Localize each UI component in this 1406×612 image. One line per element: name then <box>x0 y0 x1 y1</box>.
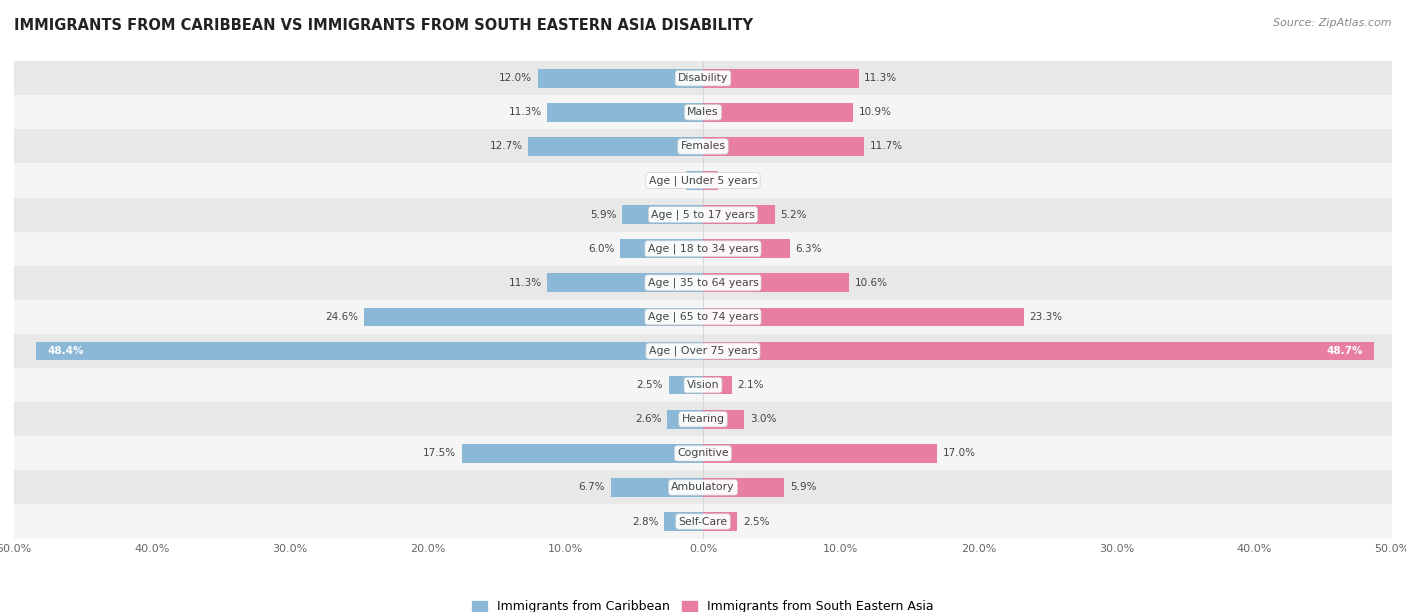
Text: 48.7%: 48.7% <box>1326 346 1362 356</box>
Text: Self-Care: Self-Care <box>679 517 727 526</box>
Text: 1.1%: 1.1% <box>724 176 751 185</box>
Text: 6.7%: 6.7% <box>579 482 605 493</box>
Bar <box>14 368 1392 402</box>
Text: Age | Over 75 years: Age | Over 75 years <box>648 346 758 356</box>
Text: 11.3%: 11.3% <box>865 73 897 83</box>
Bar <box>703 444 938 463</box>
Text: 24.6%: 24.6% <box>325 312 359 322</box>
Bar <box>537 69 703 88</box>
Text: 17.0%: 17.0% <box>943 449 976 458</box>
Bar <box>621 205 703 224</box>
Bar <box>529 137 703 156</box>
Bar <box>14 198 1392 232</box>
Bar <box>703 376 733 395</box>
Text: 2.5%: 2.5% <box>637 380 664 390</box>
Bar <box>665 512 703 531</box>
Bar <box>461 444 703 463</box>
Text: Vision: Vision <box>686 380 720 390</box>
Text: Hearing: Hearing <box>682 414 724 424</box>
Bar <box>610 478 703 497</box>
Text: Males: Males <box>688 107 718 118</box>
Text: 5.2%: 5.2% <box>780 210 807 220</box>
Text: Age | Under 5 years: Age | Under 5 years <box>648 175 758 186</box>
Bar <box>14 61 1392 95</box>
Bar <box>37 341 703 360</box>
Text: 3.0%: 3.0% <box>749 414 776 424</box>
Bar <box>703 341 1374 360</box>
Bar <box>14 334 1392 368</box>
Bar <box>14 163 1392 198</box>
Text: IMMIGRANTS FROM CARIBBEAN VS IMMIGRANTS FROM SOUTH EASTERN ASIA DISABILITY: IMMIGRANTS FROM CARIBBEAN VS IMMIGRANTS … <box>14 18 754 34</box>
Text: Females: Females <box>681 141 725 151</box>
Bar <box>668 410 703 428</box>
Text: Age | 5 to 17 years: Age | 5 to 17 years <box>651 209 755 220</box>
Bar <box>620 239 703 258</box>
Bar <box>703 308 1024 326</box>
Bar <box>14 266 1392 300</box>
Text: 12.0%: 12.0% <box>499 73 531 83</box>
Bar <box>547 103 703 122</box>
Text: Age | 65 to 74 years: Age | 65 to 74 years <box>648 312 758 322</box>
Bar <box>364 308 703 326</box>
Text: Ambulatory: Ambulatory <box>671 482 735 493</box>
Legend: Immigrants from Caribbean, Immigrants from South Eastern Asia: Immigrants from Caribbean, Immigrants fr… <box>467 595 939 612</box>
Bar <box>14 232 1392 266</box>
Bar <box>547 274 703 292</box>
Text: Age | 35 to 64 years: Age | 35 to 64 years <box>648 278 758 288</box>
Text: 5.9%: 5.9% <box>790 482 817 493</box>
Text: Source: ZipAtlas.com: Source: ZipAtlas.com <box>1274 18 1392 28</box>
Text: 12.7%: 12.7% <box>489 141 523 151</box>
Text: Age | 18 to 34 years: Age | 18 to 34 years <box>648 244 758 254</box>
Text: 10.9%: 10.9% <box>859 107 891 118</box>
Text: 5.9%: 5.9% <box>589 210 616 220</box>
Bar <box>14 471 1392 504</box>
Text: 2.8%: 2.8% <box>633 517 659 526</box>
Text: 10.6%: 10.6% <box>855 278 887 288</box>
Text: Cognitive: Cognitive <box>678 449 728 458</box>
Text: 17.5%: 17.5% <box>423 449 457 458</box>
Bar <box>703 478 785 497</box>
Bar <box>14 300 1392 334</box>
Bar <box>14 129 1392 163</box>
Text: 6.3%: 6.3% <box>796 244 823 254</box>
Bar <box>703 239 790 258</box>
Text: 2.6%: 2.6% <box>636 414 662 424</box>
Text: 11.3%: 11.3% <box>509 278 541 288</box>
Text: 23.3%: 23.3% <box>1029 312 1063 322</box>
Bar <box>703 205 775 224</box>
Text: Disability: Disability <box>678 73 728 83</box>
Text: 11.7%: 11.7% <box>870 141 903 151</box>
Bar <box>703 274 849 292</box>
Text: 1.2%: 1.2% <box>654 176 681 185</box>
Text: 11.3%: 11.3% <box>509 107 541 118</box>
Bar <box>669 376 703 395</box>
Bar <box>14 436 1392 471</box>
Bar <box>14 95 1392 129</box>
Bar <box>703 69 859 88</box>
Bar <box>686 171 703 190</box>
Bar <box>703 103 853 122</box>
Bar <box>703 410 744 428</box>
Bar <box>703 512 738 531</box>
Bar <box>703 171 718 190</box>
Bar <box>14 402 1392 436</box>
Bar <box>14 504 1392 539</box>
Text: 6.0%: 6.0% <box>589 244 614 254</box>
Text: 2.1%: 2.1% <box>738 380 763 390</box>
Bar <box>703 137 865 156</box>
Text: 2.5%: 2.5% <box>742 517 769 526</box>
Text: 48.4%: 48.4% <box>48 346 83 356</box>
